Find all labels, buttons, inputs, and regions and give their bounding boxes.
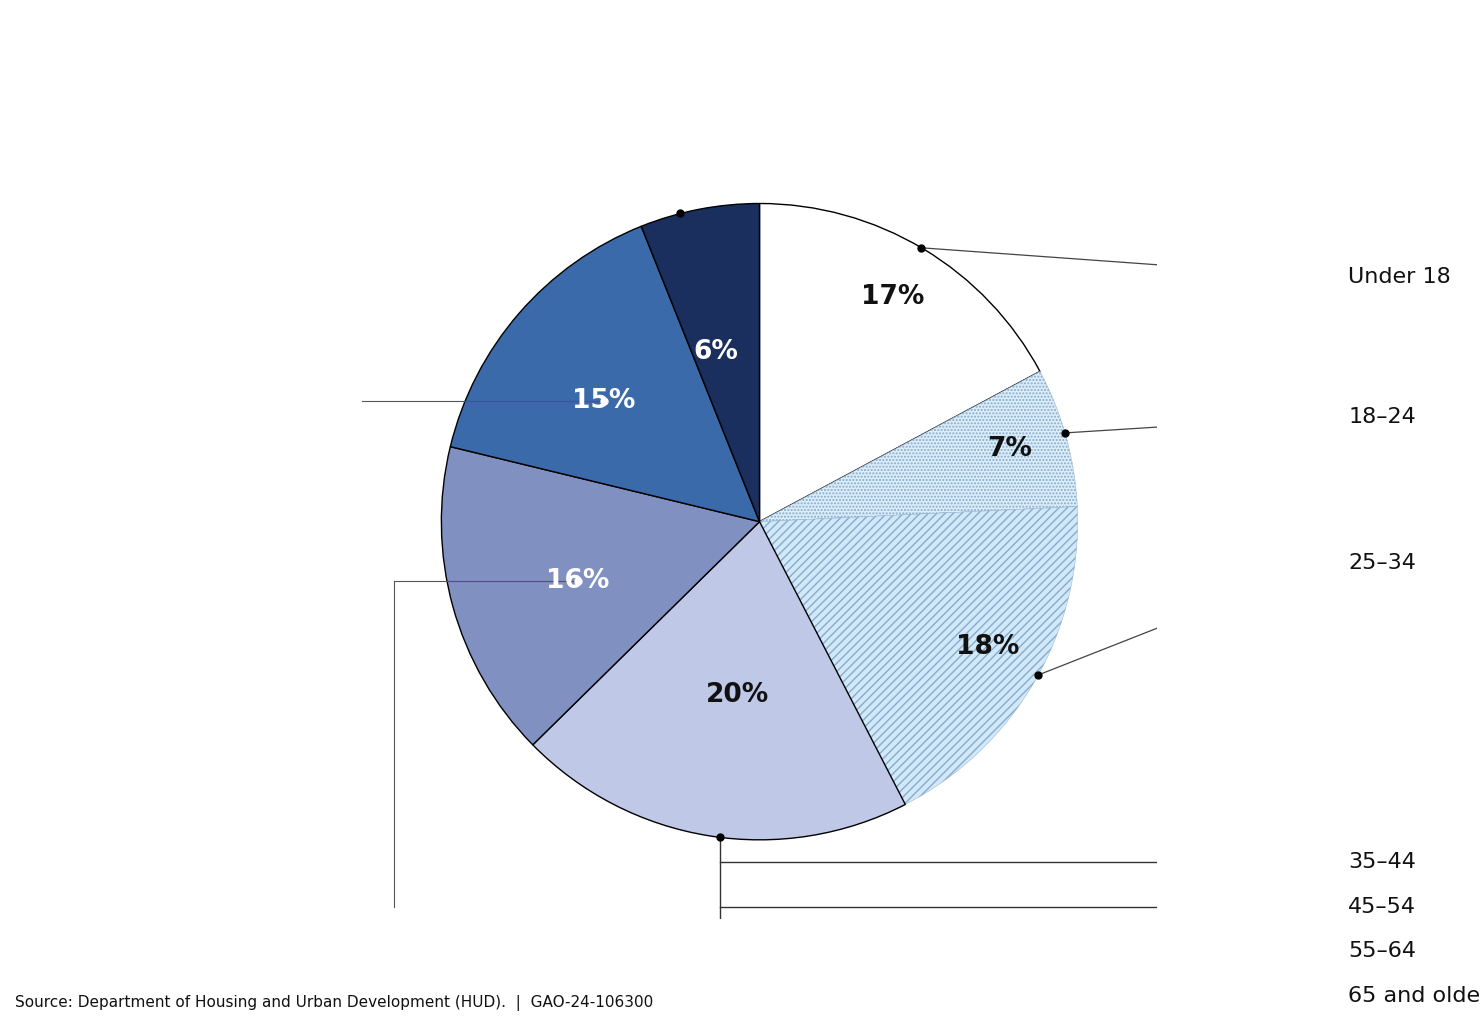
Text: 15%: 15% (572, 387, 636, 414)
Text: 65 and older: 65 and older (1349, 985, 1482, 1006)
Text: 16%: 16% (547, 568, 609, 594)
Text: 18–24: 18–24 (1349, 407, 1415, 427)
Text: 18%: 18% (956, 634, 1020, 660)
Wedge shape (532, 522, 906, 840)
Text: 7%: 7% (987, 436, 1033, 462)
Text: Under 18: Under 18 (1349, 267, 1451, 287)
Text: 45–54: 45–54 (1349, 897, 1417, 916)
Wedge shape (642, 204, 760, 522)
Text: 55–64: 55–64 (1349, 941, 1417, 961)
Wedge shape (451, 226, 760, 522)
Wedge shape (759, 204, 1040, 522)
Text: 6%: 6% (694, 339, 738, 366)
Wedge shape (760, 372, 1077, 522)
Text: Source: Department of Housing and Urban Development (HUD).  |  GAO-24-106300: Source: Department of Housing and Urban … (15, 995, 654, 1011)
Wedge shape (442, 446, 760, 745)
Text: 25–34: 25–34 (1349, 553, 1415, 573)
Text: 35–44: 35–44 (1349, 852, 1415, 872)
Wedge shape (760, 506, 1077, 805)
Text: 20%: 20% (705, 682, 769, 709)
Text: 17%: 17% (861, 284, 923, 310)
